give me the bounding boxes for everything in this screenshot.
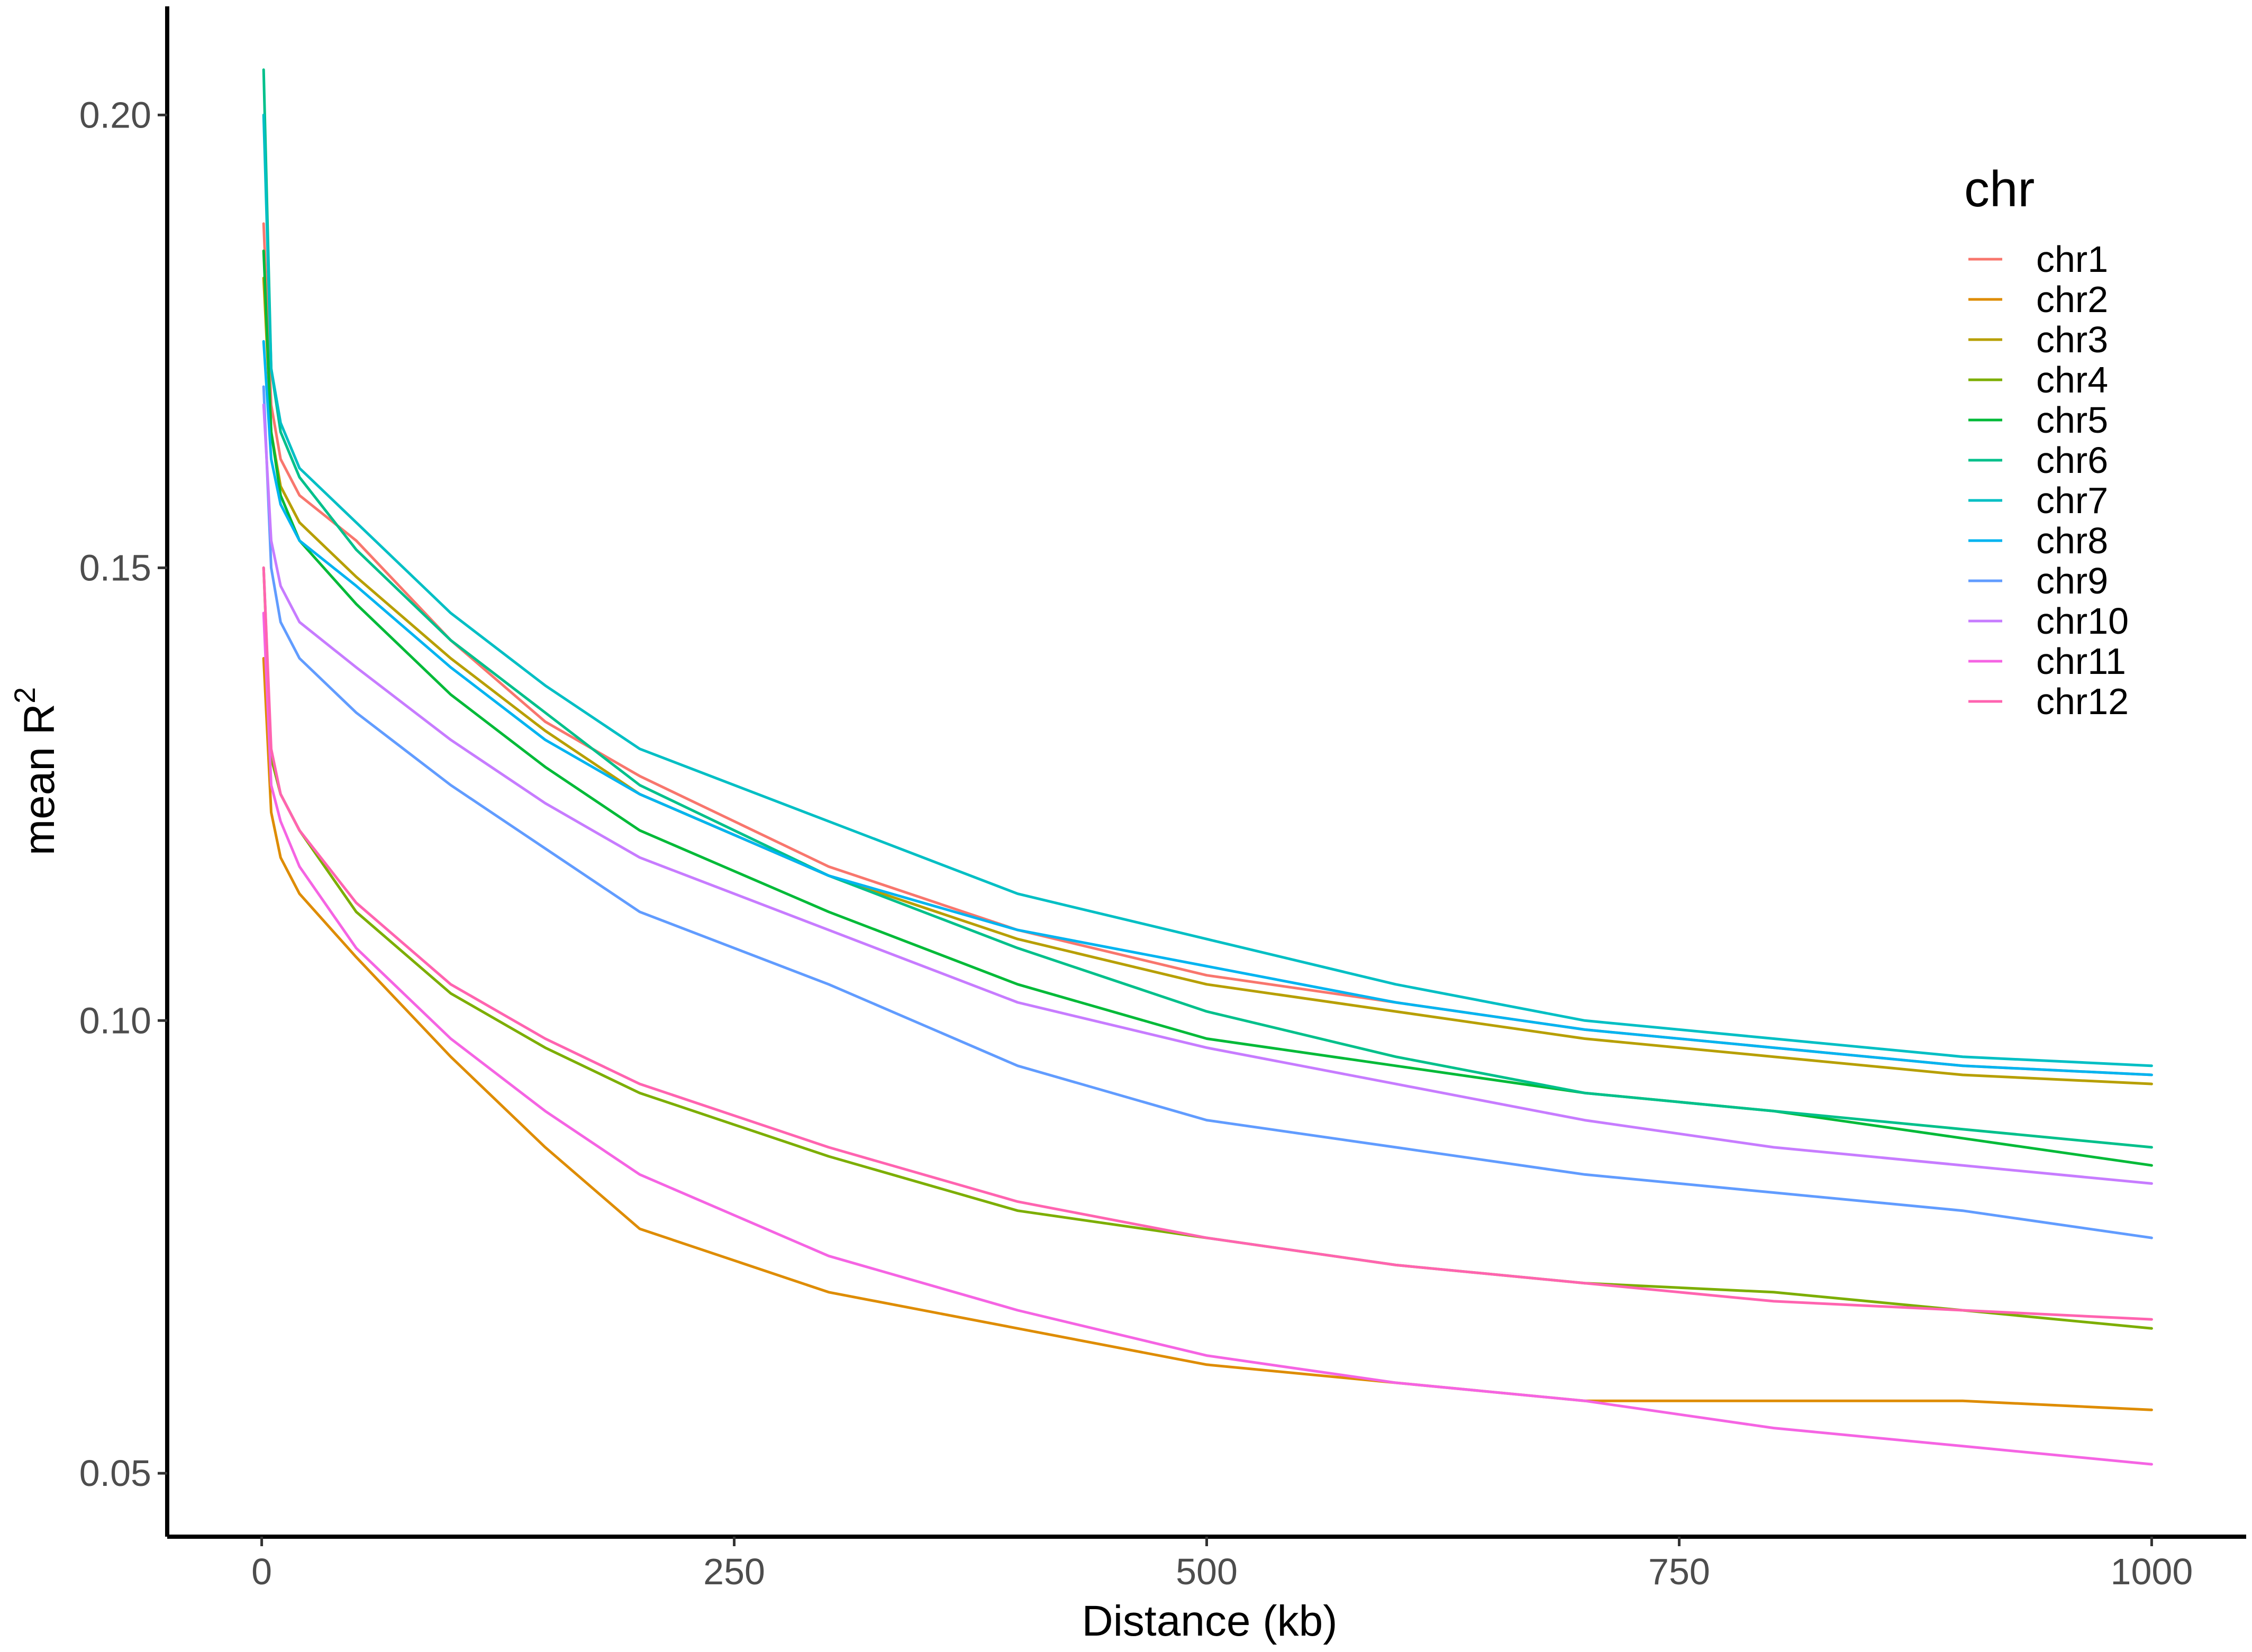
legend-item-chr11: chr11 — [1968, 641, 2126, 682]
y-tick-label: 0.20 — [79, 94, 151, 135]
legend-item-chr1: chr1 — [1968, 239, 2108, 280]
legend-label: chr10 — [2036, 600, 2129, 642]
legend-label: chr2 — [2036, 279, 2108, 320]
y-tick-label: 0.10 — [79, 1000, 151, 1041]
x-axis-title: Distance (kb) — [1082, 1597, 1337, 1645]
ticks-layer: 0 250 500 750 1000 0.05 0.10 0.15 0.20 — [79, 94, 2193, 1592]
legend-item-chr4: chr4 — [1968, 359, 2108, 400]
legend-item-chr9: chr9 — [1968, 560, 2108, 601]
legend-item-chr12: chr12 — [1968, 681, 2129, 722]
series-line-chr10 — [262, 403, 2153, 1185]
x-tick-label: 500 — [1176, 1551, 1238, 1592]
x-tick-label: 750 — [1648, 1551, 1710, 1592]
legend-label: chr8 — [2036, 520, 2108, 561]
legend-label: chr11 — [2036, 641, 2126, 682]
series-line-chr6 — [262, 68, 2153, 1149]
legend-label: chr4 — [2036, 359, 2108, 400]
y-axis-title-main: mean R — [15, 704, 63, 855]
series-line-chr2 — [262, 657, 2153, 1411]
legend-label: chr5 — [2036, 399, 2108, 441]
legend-item-chr8: chr8 — [1968, 520, 2108, 561]
y-tick-label: 0.15 — [79, 547, 151, 588]
y-axis-title: mean R2 — [8, 687, 63, 855]
series-line-chr12 — [262, 566, 2153, 1321]
legend-item-chr10: chr10 — [1968, 600, 2129, 642]
legend-item-chr6: chr6 — [1968, 440, 2108, 481]
legend-label: chr9 — [2036, 560, 2108, 601]
legend-label: chr3 — [2036, 319, 2108, 360]
x-tick-label: 1000 — [2111, 1551, 2193, 1592]
legend-item-chr2: chr2 — [1968, 279, 2108, 320]
legend-label: chr6 — [2036, 440, 2108, 481]
series-line-chr8 — [262, 340, 2153, 1076]
legend: chr chr1chr2chr3chr4chr5chr6chr7chr8chr9… — [1964, 161, 2129, 722]
legend-title: chr — [1964, 161, 2035, 217]
legend-label: chr12 — [2036, 681, 2129, 722]
x-tick-label: 0 — [251, 1551, 272, 1592]
y-tick-label: 0.05 — [79, 1453, 151, 1494]
legend-label: chr7 — [2036, 480, 2108, 521]
x-tick-label: 250 — [703, 1551, 765, 1592]
series-line-chr7 — [262, 113, 2153, 1067]
legend-item-chr3: chr3 — [1968, 319, 2108, 360]
legend-label: chr1 — [2036, 239, 2108, 280]
series-line-chr9 — [262, 385, 2153, 1239]
y-axis-title-superscript: 2 — [8, 687, 41, 704]
series-line-chr11 — [262, 611, 2153, 1466]
legend-item-chr7: chr7 — [1968, 480, 2108, 521]
series-layer — [262, 68, 2153, 1466]
legend-item-chr5: chr5 — [1968, 399, 2108, 441]
legend-items: chr1chr2chr3chr4chr5chr6chr7chr8chr9chr1… — [1968, 239, 2129, 722]
